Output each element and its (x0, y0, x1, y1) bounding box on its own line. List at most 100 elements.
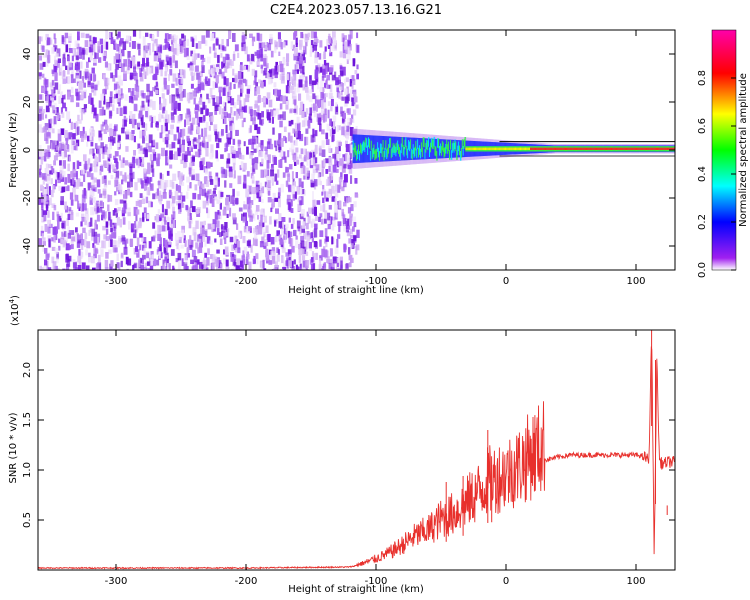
noise-cell (270, 169, 274, 177)
noise-cell (62, 57, 66, 67)
noise-cell (72, 133, 76, 140)
noise-cell (323, 51, 326, 60)
noise-cell (43, 214, 47, 222)
noise-cell (314, 51, 318, 58)
noise-cell (288, 164, 293, 170)
noise-cell (97, 80, 100, 86)
noise-cell (316, 99, 320, 109)
noise-cell (221, 230, 226, 236)
noise-cell (236, 130, 239, 135)
noise-cell (198, 261, 203, 269)
signal-peak (658, 147, 660, 150)
noise-cell (291, 171, 294, 179)
noise-cell (348, 238, 351, 244)
noise-cell (244, 105, 248, 113)
noise-cell (230, 268, 234, 270)
noise-cell (257, 95, 261, 103)
noise-cell (141, 236, 144, 242)
noise-cell (304, 111, 307, 118)
noise-cell (191, 174, 195, 181)
noise-cell (201, 65, 205, 73)
noise-cell (212, 43, 215, 51)
noise-cell (186, 92, 190, 102)
noise-cell (87, 182, 91, 191)
noise-cell (94, 84, 98, 91)
noise-cell (223, 102, 227, 112)
noise-cell (309, 233, 312, 240)
noise-cell (299, 101, 304, 111)
noise-cell (143, 171, 147, 180)
noise-cell (187, 253, 190, 258)
noise-cell (214, 176, 218, 186)
signal-peak (529, 147, 531, 150)
noise-cell (323, 60, 327, 66)
noise-cell (291, 245, 295, 253)
signal-core (371, 149, 374, 160)
noise-cell (299, 228, 302, 235)
noise-cell (299, 133, 304, 142)
noise-cell (76, 126, 80, 135)
noise-cell (88, 95, 91, 104)
noise-cell (192, 50, 196, 58)
noise-cell (292, 69, 297, 75)
noise-cell (263, 96, 266, 104)
noise-cell (331, 186, 335, 194)
noise-cell (38, 106, 43, 112)
noise-cell (258, 182, 263, 188)
noise-cell (109, 135, 114, 142)
noise-cell (93, 201, 97, 209)
noise-cell (93, 163, 98, 173)
noise-cell (51, 69, 55, 74)
noise-cell (153, 151, 157, 161)
noise-cell (292, 73, 297, 81)
noise-cell (254, 75, 257, 84)
noise-cell (133, 66, 136, 72)
noise-cell (221, 114, 224, 119)
noise-cell (332, 115, 337, 122)
noise-cell (67, 65, 70, 75)
noise-cell (322, 93, 326, 103)
signal-peak (481, 147, 484, 150)
noise-cell (132, 56, 136, 66)
noise-cell (190, 259, 194, 264)
signal-peak (590, 147, 592, 150)
noise-cell (49, 100, 52, 106)
noise-cell (57, 220, 60, 230)
noise-cell (299, 263, 302, 269)
signal-peak (511, 147, 514, 150)
signal-band (369, 135, 372, 163)
noise-cell (237, 247, 241, 254)
noise-cell (228, 59, 232, 66)
noise-cell (319, 145, 322, 153)
noise-cell (225, 57, 229, 67)
signal-peak (625, 147, 628, 150)
noise-cell (347, 164, 352, 170)
noise-cell (59, 173, 62, 180)
noise-cell (329, 51, 333, 57)
noise-cell (246, 88, 250, 94)
signal-core (380, 143, 383, 154)
signal-core (401, 137, 404, 147)
signal-core (407, 148, 409, 159)
noise-cell (175, 239, 179, 247)
noise-cell (295, 152, 298, 159)
noise-cell (197, 84, 201, 89)
noise-cell (314, 55, 318, 64)
noise-cell (329, 216, 333, 225)
noise-cell (93, 177, 97, 183)
noise-cell (126, 174, 130, 179)
noise-cell (195, 173, 200, 181)
noise-cell (243, 141, 246, 147)
noise-cell (160, 252, 163, 259)
noise-cell (172, 265, 175, 270)
noise-cell (138, 110, 143, 118)
noise-cell (220, 154, 224, 159)
noise-cell (58, 95, 62, 104)
noise-cell (53, 87, 56, 94)
noise-cell (214, 196, 218, 201)
noise-cell (187, 185, 190, 191)
noise-cell (206, 93, 209, 100)
signal-peak (557, 147, 559, 150)
noise-cell (350, 144, 355, 154)
noise-cell (152, 222, 156, 229)
